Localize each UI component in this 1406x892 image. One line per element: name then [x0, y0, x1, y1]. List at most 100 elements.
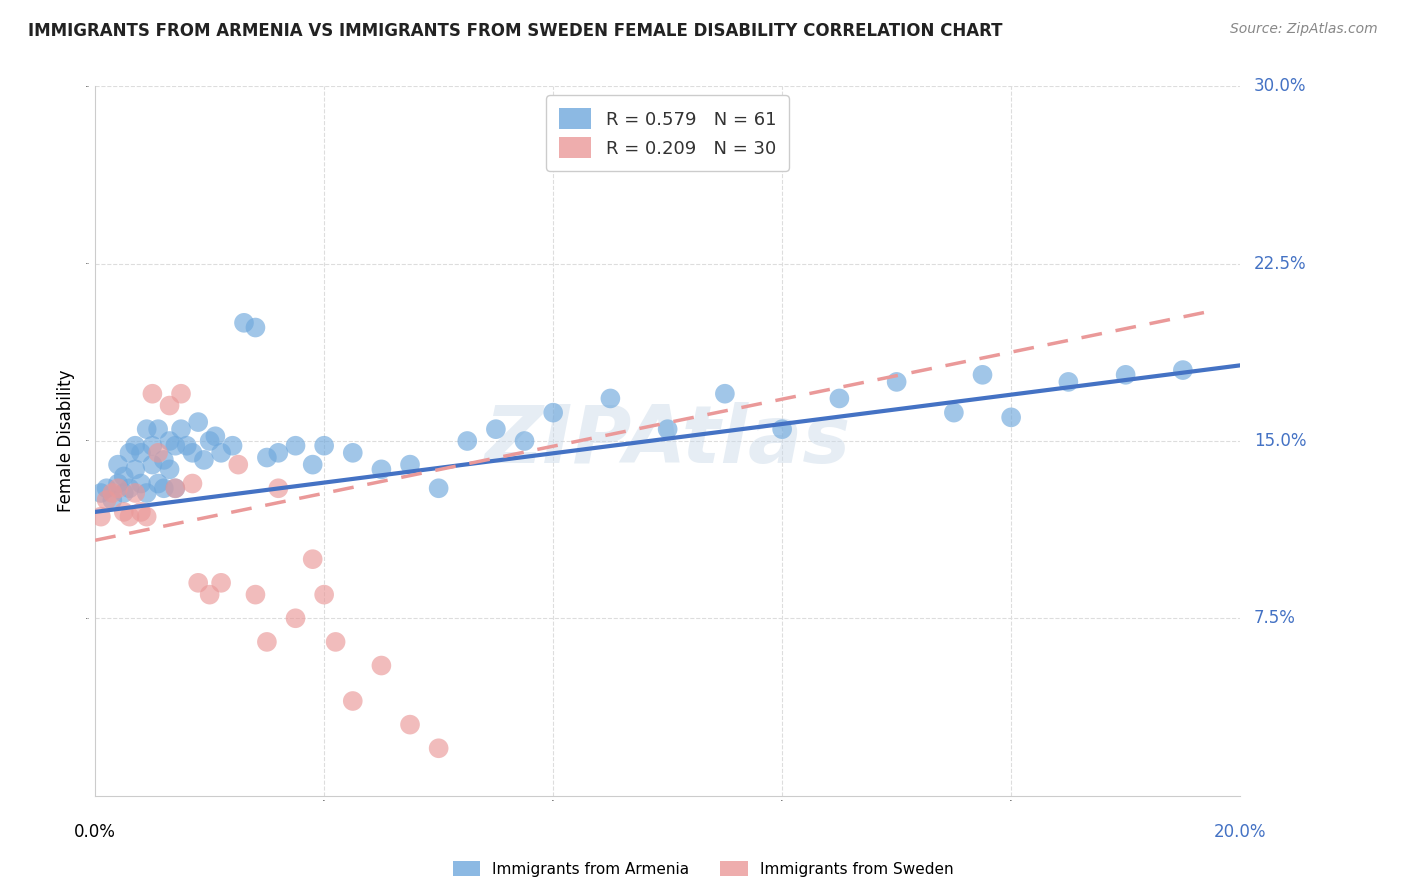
- Point: [209, 575, 232, 590]
- Text: Source: ZipAtlas.com: Source: ZipAtlas.com: [1230, 22, 1378, 37]
- Point: [124, 462, 146, 476]
- Point: [187, 575, 209, 590]
- Point: [1115, 368, 1137, 382]
- Point: [181, 446, 204, 460]
- Point: [187, 415, 209, 429]
- Point: [159, 399, 181, 413]
- Point: [714, 386, 737, 401]
- Point: [112, 469, 135, 483]
- Point: [193, 453, 215, 467]
- Point: [165, 439, 187, 453]
- Point: [141, 439, 163, 453]
- Point: [198, 434, 221, 448]
- Point: [118, 509, 141, 524]
- Point: [112, 505, 135, 519]
- Point: [221, 439, 243, 453]
- Point: [314, 439, 336, 453]
- Point: [101, 493, 124, 508]
- Point: [828, 392, 851, 406]
- Point: [90, 509, 112, 524]
- Point: [245, 320, 267, 334]
- Point: [456, 434, 478, 448]
- Point: [657, 422, 679, 436]
- Point: [146, 446, 169, 460]
- Point: [267, 446, 290, 460]
- Point: [541, 406, 564, 420]
- Point: [513, 434, 536, 448]
- Point: [256, 450, 278, 465]
- Point: [107, 481, 129, 495]
- Point: [399, 717, 422, 731]
- Point: [256, 635, 278, 649]
- Point: [129, 476, 152, 491]
- Point: [301, 458, 323, 472]
- Point: [942, 406, 965, 420]
- Point: [176, 439, 198, 453]
- Point: [118, 481, 141, 495]
- Point: [233, 316, 256, 330]
- Point: [170, 422, 193, 436]
- Point: [342, 446, 364, 460]
- Point: [209, 446, 232, 460]
- Point: [135, 486, 157, 500]
- Point: [284, 439, 307, 453]
- Point: [1000, 410, 1022, 425]
- Point: [90, 486, 112, 500]
- Point: [124, 439, 146, 453]
- Point: [165, 481, 187, 495]
- Point: [599, 392, 621, 406]
- Point: [1171, 363, 1194, 377]
- Point: [399, 458, 422, 472]
- Point: [135, 422, 157, 436]
- Point: [135, 509, 157, 524]
- Point: [198, 588, 221, 602]
- Point: [370, 462, 392, 476]
- Text: 20.0%: 20.0%: [1213, 823, 1267, 841]
- Point: [96, 493, 118, 508]
- Text: 30.0%: 30.0%: [1254, 78, 1306, 95]
- Point: [245, 588, 267, 602]
- Point: [165, 481, 187, 495]
- Point: [129, 505, 152, 519]
- Point: [159, 434, 181, 448]
- Point: [301, 552, 323, 566]
- Point: [118, 446, 141, 460]
- Point: [170, 386, 193, 401]
- Point: [204, 429, 226, 443]
- Point: [146, 476, 169, 491]
- Point: [427, 741, 450, 756]
- Point: [485, 422, 508, 436]
- Text: 0.0%: 0.0%: [75, 823, 117, 841]
- Point: [342, 694, 364, 708]
- Point: [129, 446, 152, 460]
- Y-axis label: Female Disability: Female Disability: [58, 370, 75, 512]
- Point: [181, 476, 204, 491]
- Point: [159, 462, 181, 476]
- Point: [370, 658, 392, 673]
- Point: [146, 422, 169, 436]
- Point: [427, 481, 450, 495]
- Point: [972, 368, 994, 382]
- Legend: Immigrants from Armenia, Immigrants from Sweden: Immigrants from Armenia, Immigrants from…: [444, 853, 962, 884]
- Text: 7.5%: 7.5%: [1254, 609, 1296, 627]
- Point: [124, 486, 146, 500]
- Point: [153, 481, 176, 495]
- Point: [1057, 375, 1080, 389]
- Text: 15.0%: 15.0%: [1254, 432, 1306, 450]
- Point: [226, 458, 249, 472]
- Point: [107, 458, 129, 472]
- Text: IMMIGRANTS FROM ARMENIA VS IMMIGRANTS FROM SWEDEN FEMALE DISABILITY CORRELATION : IMMIGRANTS FROM ARMENIA VS IMMIGRANTS FR…: [28, 22, 1002, 40]
- Point: [141, 386, 163, 401]
- Point: [101, 486, 124, 500]
- Point: [267, 481, 290, 495]
- Point: [770, 422, 793, 436]
- Point: [107, 476, 129, 491]
- Point: [886, 375, 908, 389]
- Point: [96, 481, 118, 495]
- Point: [314, 588, 336, 602]
- Point: [284, 611, 307, 625]
- Point: [325, 635, 347, 649]
- Text: 22.5%: 22.5%: [1254, 255, 1306, 273]
- Point: [112, 486, 135, 500]
- Legend: R = 0.579   N = 61, R = 0.209   N = 30: R = 0.579 N = 61, R = 0.209 N = 30: [547, 95, 789, 170]
